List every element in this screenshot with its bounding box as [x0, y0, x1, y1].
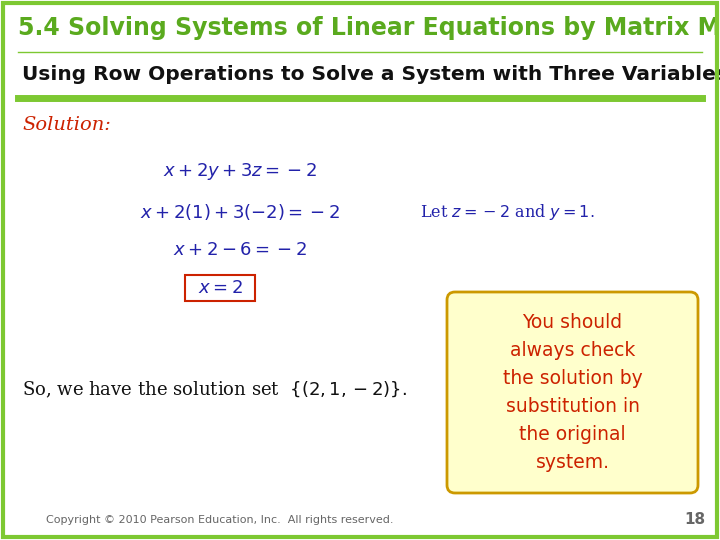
Text: $x = 2$: $x = 2$: [197, 279, 243, 297]
Text: Using Row Operations to Solve a System with Three Variables: Using Row Operations to Solve a System w…: [22, 65, 720, 84]
Text: $x + 2(1) + 3(-2) = -2$: $x + 2(1) + 3(-2) = -2$: [140, 202, 340, 222]
Text: Copyright © 2010 Pearson Education, Inc.  All rights reserved.: Copyright © 2010 Pearson Education, Inc.…: [46, 515, 394, 525]
Text: $x + 2 - 6 = -2$: $x + 2 - 6 = -2$: [173, 241, 307, 259]
Text: You should
always check
the solution by
substitution in
the original
system.: You should always check the solution by …: [503, 313, 642, 472]
Text: So, we have the solution set  $\{(2,1,-2)\}.$: So, we have the solution set $\{(2,1,-2)…: [22, 380, 408, 400]
Text: Let $z = -2$ and $y = 1.$: Let $z = -2$ and $y = 1.$: [420, 202, 595, 222]
Text: $x + 2y + 3z = -2$: $x + 2y + 3z = -2$: [163, 161, 317, 183]
Text: Solution:: Solution:: [22, 116, 111, 134]
Text: 5.4 Solving Systems of Linear Equations by Matrix Methods: 5.4 Solving Systems of Linear Equations …: [18, 16, 720, 40]
Text: 18: 18: [685, 512, 706, 528]
Bar: [185, 275, 255, 301]
FancyBboxPatch shape: [447, 292, 698, 493]
